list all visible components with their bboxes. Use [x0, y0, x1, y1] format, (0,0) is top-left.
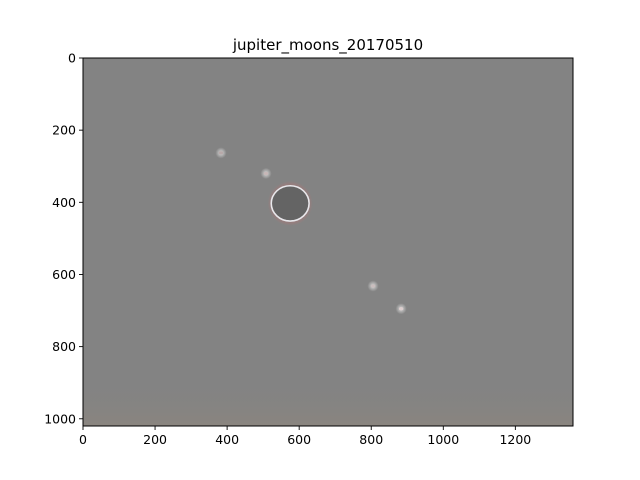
x-tick-label: 400	[215, 432, 239, 447]
moon-4	[395, 303, 407, 315]
moon-core	[218, 151, 224, 155]
y-axis-ticks: 0 200 400 600 800 1000	[44, 51, 83, 426]
y-tick-label: 200	[52, 123, 76, 138]
y-tick-label: 0	[68, 51, 76, 66]
jupiter-disk	[272, 186, 309, 221]
moons-layer	[215, 147, 407, 315]
moon-core	[263, 171, 269, 176]
x-tick-label: 1000	[427, 432, 459, 447]
y-tick-label: 800	[52, 339, 76, 354]
axes-frame	[82, 57, 574, 427]
moon-1	[215, 147, 227, 159]
image-plot	[83, 58, 573, 426]
x-tick-label: 1200	[499, 432, 531, 447]
x-tick-label: 0	[79, 432, 87, 447]
x-tick-label: 600	[287, 432, 311, 447]
figure-title: jupiter_moons_20170510	[232, 36, 423, 55]
image-bottom-band	[83, 380, 573, 426]
x-tick-label: 200	[143, 432, 167, 447]
y-tick-label: 1000	[44, 411, 76, 426]
jupiter-layer	[267, 180, 313, 226]
moon-2	[260, 167, 272, 179]
jupiter-rim	[270, 184, 310, 222]
x-tick-label: 800	[359, 432, 383, 447]
y-tick-label: 600	[52, 267, 76, 282]
moon-core	[398, 307, 404, 311]
moon-core	[370, 284, 376, 288]
x-axis-ticks: 0 200 400 600 800 1000 1200	[79, 426, 531, 447]
y-tick-label: 400	[52, 195, 76, 210]
moon-3	[367, 280, 379, 292]
image-background	[83, 58, 573, 426]
